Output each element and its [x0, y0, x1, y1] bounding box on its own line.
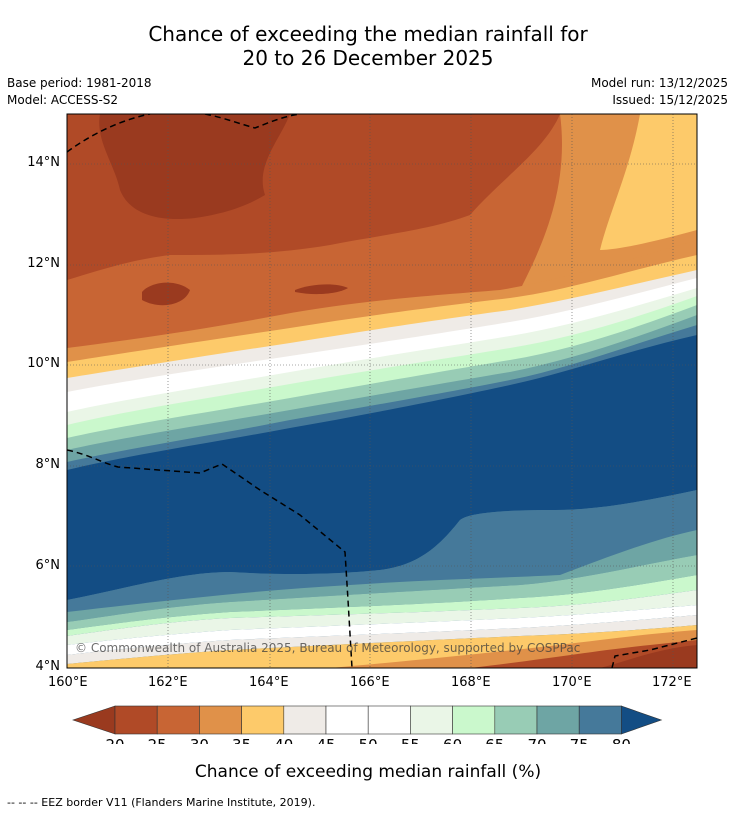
colorbar-ticks: 20 25 30 35 40 45 50 55 60 65 70 75 80 — [105, 736, 630, 744]
eez-border — [67, 114, 697, 668]
colorbar-tick-label: 70 — [527, 736, 546, 744]
contour-65-south — [67, 555, 697, 630]
colorbar-tick-label: 45 — [316, 736, 335, 744]
colorbar-swatch — [367, 705, 411, 735]
lon-label-162e: 162°E — [148, 675, 188, 690]
base-period: Base period: 1981-2018 — [7, 76, 152, 90]
colorbar-extend-low — [72, 705, 116, 735]
colorbar-swatch — [199, 705, 242, 735]
lon-label-168e: 168°E — [451, 675, 491, 690]
colorbar-swatch — [452, 705, 496, 735]
lon-label-172e: 172°E — [652, 675, 692, 690]
colorbar-tick-label: 30 — [190, 736, 209, 744]
chart-title-line1: Chance of exceeding the median rainfall … — [148, 22, 588, 46]
contour-gt80-core — [67, 335, 697, 600]
lon-label-170e: 170°E — [552, 675, 592, 690]
lat-label-6n: 6°N — [35, 558, 61, 573]
contour-70-south — [67, 530, 697, 622]
chart-title-line2: 20 to 26 December 2025 — [242, 46, 494, 70]
colorbar-swatch — [494, 705, 538, 735]
lon-label-164e: 164°E — [249, 675, 289, 690]
graticule — [67, 114, 697, 668]
colorbar-tick-label: 75 — [570, 736, 589, 744]
colorbar-extend-high — [621, 705, 663, 735]
colorbar-tick-label: 65 — [485, 736, 504, 744]
lat-label-10n: 10°N — [27, 356, 60, 371]
contour-20-patch — [142, 282, 190, 306]
colorbar-swatches — [72, 705, 663, 735]
colorbar-tick-label: 50 — [359, 736, 378, 744]
colorbar-tick-label: 35 — [232, 736, 251, 744]
contour-50-south — [67, 605, 697, 655]
colorbar-swatch — [325, 705, 369, 735]
colorbar-tick-label: 20 — [105, 736, 124, 744]
colorbar-swatch — [410, 705, 453, 735]
colorbar-tick-label: 40 — [274, 736, 293, 744]
copyright-watermark: © Commonwealth of Australia 2025, Bureau… — [75, 641, 581, 655]
contour-45-south — [67, 615, 697, 664]
colorbar-swatch — [156, 705, 200, 735]
map-frame — [66, 113, 698, 669]
lat-label-4n: 4°N — [35, 659, 61, 674]
lon-label-160e: 160°E — [48, 675, 88, 690]
colorbar-tick-label: 25 — [148, 736, 167, 744]
issued-date: Issued: 15/12/2025 — [612, 93, 728, 107]
contour-75-south — [67, 490, 697, 612]
map-plot-area — [67, 114, 697, 668]
lat-label-8n: 8°N — [35, 457, 61, 472]
model-name: Model: ACCESS-S2 — [7, 93, 119, 107]
eez-legend: -- -- -- EEZ border V11 (Flanders Marine… — [7, 796, 316, 809]
model-run: Model run: 13/12/2025 — [590, 76, 728, 90]
colorbar-swatch — [114, 705, 158, 735]
colorbar-swatch — [283, 705, 327, 735]
colorbar-tick-label: 80 — [612, 736, 631, 744]
colorbar-tick-label: 55 — [401, 736, 420, 744]
lat-label-14n: 14°N — [27, 155, 60, 170]
colorbar-swatch — [536, 705, 580, 735]
colorbar-label: Chance of exceeding median rainfall (%) — [194, 762, 542, 782]
contour-55-south — [67, 590, 697, 645]
lon-label-166e: 166°E — [350, 675, 390, 690]
colorbar: 20 25 30 35 40 45 50 55 60 65 70 75 80 — [72, 705, 663, 744]
colorbar-swatch — [241, 705, 285, 735]
colorbar-tick-label: 60 — [443, 736, 462, 744]
lat-label-12n: 12°N — [27, 256, 60, 271]
colorbar-swatch — [578, 705, 622, 735]
contour-20-patch2 — [295, 284, 348, 295]
contour-20-south — [600, 645, 697, 668]
contour-20-north — [99, 114, 290, 220]
